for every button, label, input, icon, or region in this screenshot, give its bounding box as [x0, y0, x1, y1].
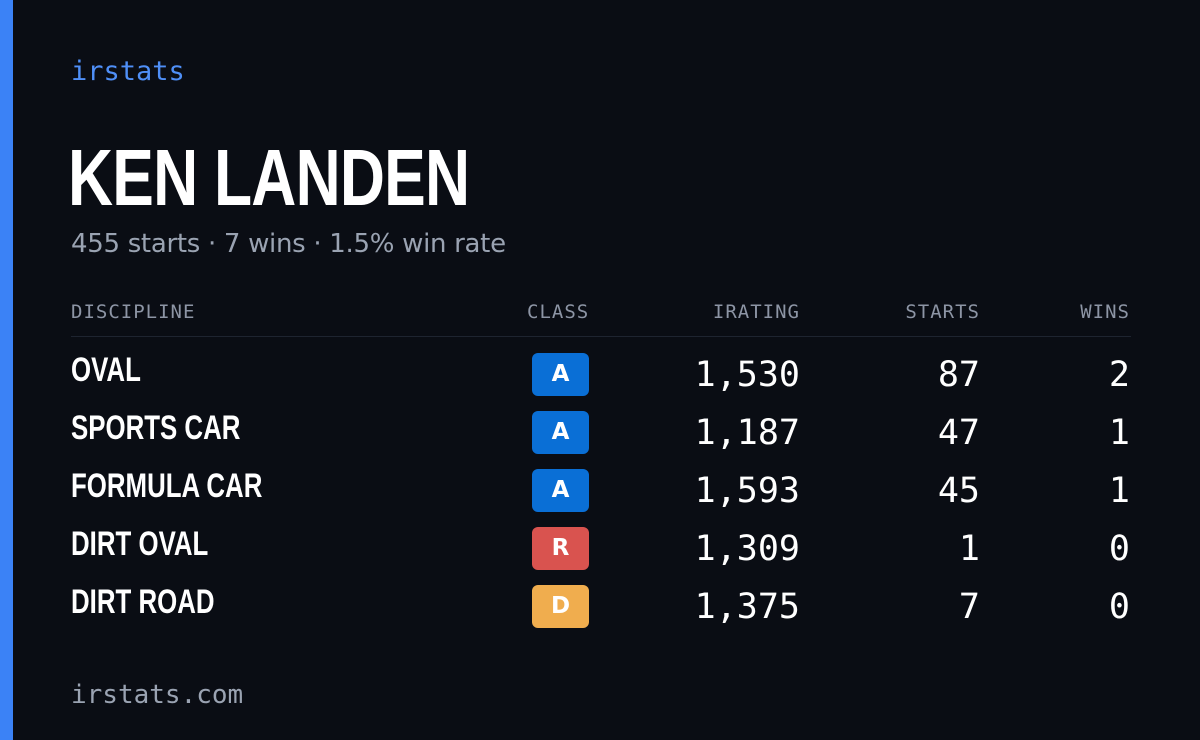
irating-value: 1,530 [694, 355, 800, 395]
brand-logo[interactable]: irstats [71, 56, 185, 87]
irating-value: 1,593 [694, 471, 800, 511]
discipline-name: FORMULA CAR [71, 467, 263, 505]
header-starts: STARTS [905, 301, 980, 323]
wins-value: 0 [1108, 529, 1130, 569]
header-class: CLASS [527, 301, 590, 323]
table-row: OVAL A 1,530 87 2 [71, 337, 1131, 396]
footer-site-link[interactable]: irstats.com [71, 680, 244, 710]
table-row: DIRT ROAD D 1,375 7 0 [71, 569, 1131, 628]
discipline-name: OVAL [71, 351, 141, 389]
irating-value: 1,309 [694, 529, 800, 569]
starts-value: 7 [958, 587, 980, 627]
irating-value: 1,375 [694, 587, 800, 627]
table-header: DISCIPLINE CLASS IRATING STARTS WINS [71, 298, 1131, 337]
class-badge: A [532, 353, 589, 396]
wins-value: 2 [1108, 355, 1130, 395]
irating-value: 1,187 [694, 413, 800, 453]
header-discipline: DISCIPLINE [71, 301, 196, 323]
table-row: FORMULA CAR A 1,593 45 1 [71, 453, 1131, 512]
table-row: SPORTS CAR A 1,187 47 1 [71, 395, 1131, 454]
starts-value: 45 [937, 471, 980, 511]
header-irating: IRATING [712, 301, 800, 323]
discipline-name: DIRT OVAL [71, 525, 209, 563]
driver-summary: 455 starts · 7 wins · 1.5% win rate [71, 229, 506, 259]
stats-table: DISCIPLINE CLASS IRATING STARTS WINS OVA… [71, 298, 1131, 628]
class-badge: D [532, 585, 589, 628]
wins-value: 0 [1108, 587, 1130, 627]
starts-value: 1 [958, 529, 980, 569]
discipline-name: SPORTS CAR [71, 409, 241, 447]
wins-value: 1 [1108, 413, 1130, 453]
starts-value: 47 [937, 413, 980, 453]
class-badge: A [532, 411, 589, 454]
starts-value: 87 [937, 355, 980, 395]
table-row: DIRT OVAL R 1,309 1 0 [71, 511, 1131, 570]
header-wins: WINS [1080, 301, 1130, 323]
discipline-name: DIRT ROAD [71, 583, 215, 621]
accent-bar [0, 0, 13, 740]
wins-value: 1 [1108, 471, 1130, 511]
class-badge: A [532, 469, 589, 512]
driver-name: KEN LANDEN [68, 133, 470, 222]
class-badge: R [532, 527, 589, 570]
